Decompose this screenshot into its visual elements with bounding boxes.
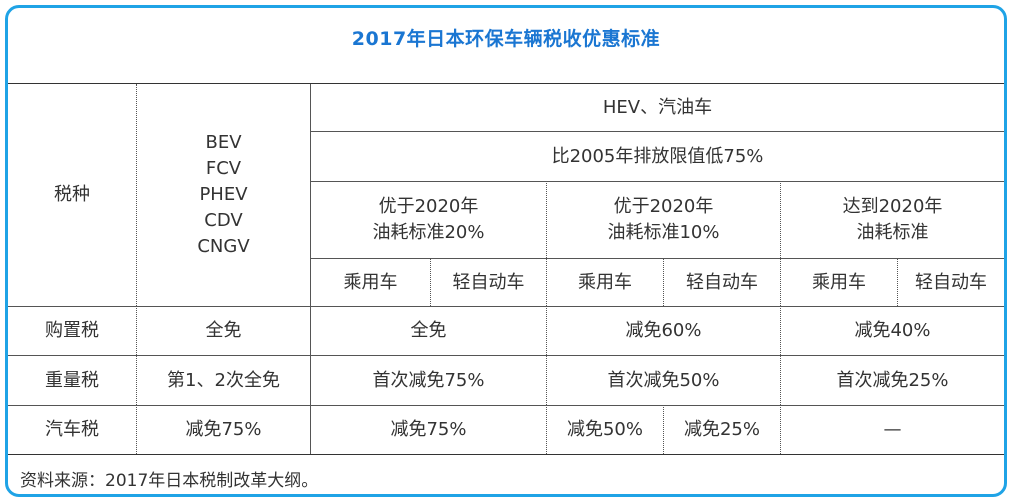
row-weight-tax-cat2: 首次减免50% [546, 355, 780, 405]
row-purchase-tax-cat2: 减免60% [546, 306, 780, 355]
row-purchase-tax-cat1: 全免 [310, 306, 546, 355]
header-category-1: 优于2020年 油耗标准20% [310, 181, 546, 258]
sub-passenger-3: 乘用车 [780, 258, 897, 306]
bottom-rule [8, 454, 1004, 455]
ev-type-phev: PHEV [199, 184, 248, 205]
top-rule [8, 83, 1004, 84]
ev-type-cngv: CNGV [197, 236, 250, 257]
row-weight-tax-cat3: 首次减免25% [780, 355, 1004, 405]
source-note: 资料来源：2017年日本税制改革大纲。 [20, 471, 319, 491]
row-purchase-tax-ev: 全免 [136, 306, 310, 355]
row-weight-tax-cat1: 首次减免75% [310, 355, 546, 405]
header-ev-types: BEV FCV PHEV CDV CNGV [136, 84, 310, 306]
row-vehicle-tax-label: 汽车税 [8, 405, 136, 454]
row-vehicle-tax-cat2-kei: 减免25% [663, 405, 780, 454]
sub-kei-1: 轻自动车 [430, 258, 546, 306]
row-vehicle-tax-ev: 减免75% [136, 405, 310, 454]
row-weight-tax-label: 重量税 [8, 355, 136, 405]
sub-passenger-2: 乘用车 [546, 258, 663, 306]
header-tax-type: 税种 [54, 184, 90, 205]
row-purchase-tax-cat3: 减免40% [780, 306, 1004, 355]
table-title: 2017年日本环保车辆税收优惠标准 [351, 28, 661, 50]
category-3-line1: 达到2020年 [842, 196, 943, 217]
header-category-2: 优于2020年 油耗标准10% [546, 181, 780, 258]
category-1-line2: 油耗标准20% [372, 222, 485, 243]
header-category-3: 达到2020年 油耗标准 [780, 181, 1004, 258]
row-vehicle-tax-cat3: — [780, 405, 1004, 454]
ev-type-bev: BEV [205, 132, 242, 153]
category-3-line2: 油耗标准 [856, 222, 929, 243]
category-2-line1: 优于2020年 [613, 196, 714, 217]
category-1-line1: 优于2020年 [378, 196, 479, 217]
header-hev-group: HEV、汽油车 [310, 84, 1004, 131]
ev-type-cdv: CDV [204, 210, 243, 231]
category-2-line2: 油耗标准10% [607, 222, 720, 243]
row-weight-tax-ev: 第1、2次全免 [136, 355, 310, 405]
table-frame: 2017年日本环保车辆税收优惠标准 税种 BEV FCV PHEV CDV CN… [5, 5, 1007, 497]
row-purchase-tax-label: 购置税 [8, 306, 136, 355]
sub-passenger-1: 乘用车 [310, 258, 430, 306]
header-emission: 比2005年排放限值低75% [310, 131, 1004, 181]
sub-kei-3: 轻自动车 [897, 258, 1004, 306]
sub-kei-2: 轻自动车 [663, 258, 780, 306]
row-vehicle-tax-cat2-passenger: 减免50% [546, 405, 663, 454]
row-vehicle-tax-cat1: 减免75% [310, 405, 546, 454]
ev-type-fcv: FCV [205, 158, 242, 179]
